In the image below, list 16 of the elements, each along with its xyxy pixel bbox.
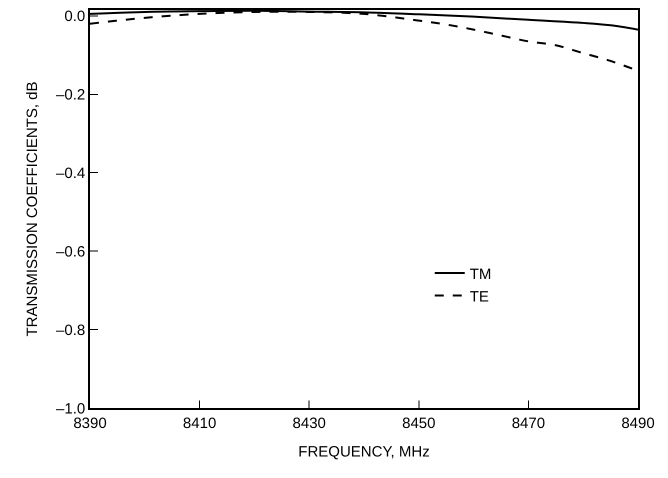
y-tick-label: –0.6 (56, 243, 86, 260)
x-tick-label: 8390 (73, 414, 107, 432)
y-tick-label: 0.0 (64, 8, 86, 26)
y-axis-title: TRANSMISSION COEFFICIENTS, dB (24, 81, 41, 337)
y-tick-label: –0.4 (56, 164, 86, 182)
x-tick-label: 8410 (182, 414, 216, 432)
legend-label: TM (470, 266, 492, 283)
x-tick-label: 8430 (292, 414, 326, 432)
legend-label: TE (470, 288, 489, 306)
x-tick-label: 8490 (621, 414, 655, 432)
x-tick-label: 8450 (402, 414, 436, 432)
y-tick-label: –0.8 (56, 322, 86, 339)
y-tick-label: –1.0 (56, 400, 86, 418)
x-tick-label: 8470 (512, 414, 546, 432)
x-axis-title: FREQUENCY, MHz (298, 443, 430, 460)
y-tick-label: –0.2 (56, 86, 86, 104)
